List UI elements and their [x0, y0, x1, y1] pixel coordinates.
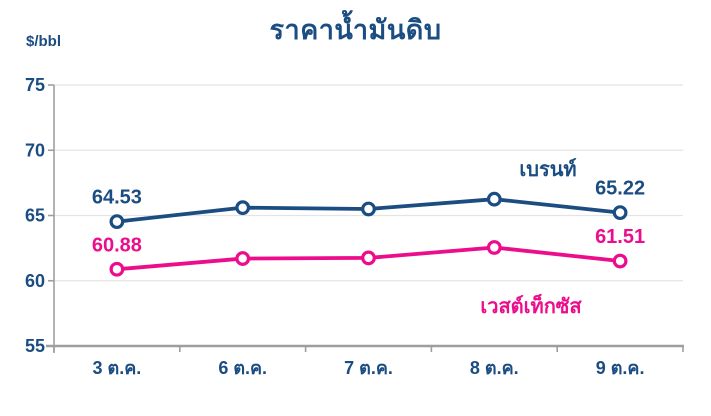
y-tick-label: 65 — [25, 206, 45, 226]
data-point-0-3 — [486, 191, 502, 207]
x-tick-label: 8 ต.ค. — [470, 358, 519, 378]
y-tick-label: 70 — [25, 140, 45, 160]
data-label: 65.22 — [595, 178, 645, 200]
data-point-1-2 — [361, 250, 376, 266]
series-label: เบรนท์ — [519, 158, 576, 181]
y-tick-label: 55 — [25, 336, 45, 356]
x-tick-label: 7 ต.ค. — [344, 358, 393, 378]
data-point-1-4 — [612, 253, 628, 269]
x-tick-label: 3 ต.ค. — [93, 358, 142, 378]
y-axis-unit-label: $/bbl — [26, 33, 62, 50]
data-point-0-0 — [109, 214, 125, 230]
series-label: เวสต์เท็กซัส — [480, 293, 582, 318]
chart-title: ราคาน้ำมันดิบ — [269, 15, 442, 45]
data-point-1-3 — [486, 240, 502, 255]
data-point-0-1 — [235, 200, 251, 216]
y-tick-label: 60 — [25, 271, 45, 291]
data-point-0-2 — [361, 201, 376, 217]
x-tick-label: 9 ต.ค. — [596, 358, 645, 378]
data-label: 61.51 — [595, 226, 645, 248]
data-point-1-1 — [235, 251, 251, 266]
data-label: 64.53 — [92, 187, 142, 209]
x-tick-label: 6 ต.ค. — [218, 358, 267, 378]
data-point-0-4 — [612, 205, 628, 221]
data-label: 60.88 — [92, 234, 142, 256]
y-tick-label: 75 — [25, 75, 45, 95]
data-point-1-0 — [109, 261, 125, 277]
